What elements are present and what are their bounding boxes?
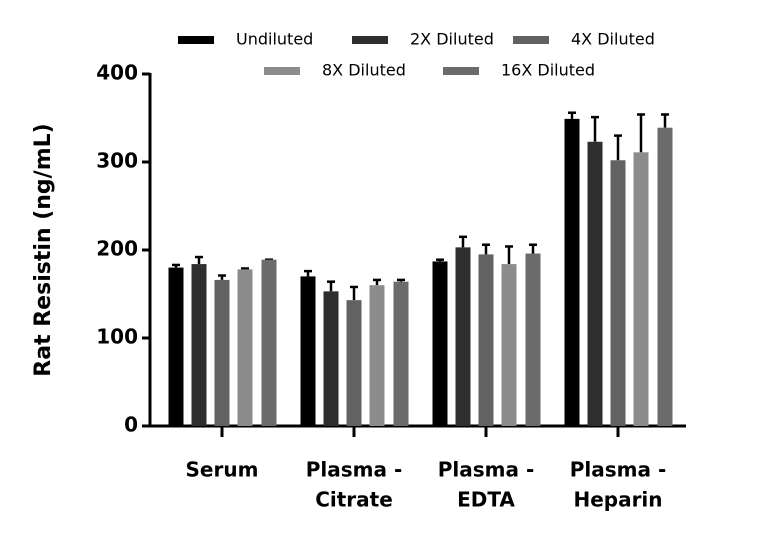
bar	[432, 261, 448, 426]
legend-swatch	[264, 67, 300, 75]
legend-swatch	[443, 67, 479, 75]
y-tick-label: 0	[124, 413, 138, 437]
bar	[633, 152, 649, 426]
y-tick-label: 400	[96, 61, 138, 85]
bar	[393, 281, 409, 426]
legend-label: 2X Diluted	[410, 30, 494, 49]
x-tick-label: Citrate	[315, 488, 393, 512]
y-tick-label: 100	[96, 325, 138, 349]
bar	[237, 269, 253, 426]
x-tick-label: Heparin	[573, 488, 662, 512]
legend-label: 8X Diluted	[322, 61, 406, 80]
bar	[501, 264, 517, 426]
legend-swatch	[513, 36, 549, 44]
x-tick-label: Plasma -	[306, 458, 403, 482]
x-tick-label: Plasma -	[438, 458, 535, 482]
bar	[564, 118, 580, 426]
bar	[323, 291, 339, 426]
legend-swatch	[178, 36, 214, 44]
bar	[478, 254, 494, 426]
x-tick-label: Serum	[186, 458, 259, 482]
bar	[610, 160, 626, 427]
y-tick-label: 200	[96, 237, 138, 261]
bar	[261, 259, 277, 426]
x-tick-label: Plasma -	[570, 458, 667, 482]
bar	[525, 253, 541, 426]
bar	[191, 264, 207, 426]
bar	[214, 279, 230, 426]
legend-label: 16X Diluted	[501, 61, 595, 80]
x-tick-label: EDTA	[457, 488, 515, 512]
legend-swatch	[352, 36, 388, 44]
y-tick-label: 300	[96, 149, 138, 173]
y-axis-title: Rat Resistin (ng/mL)	[31, 123, 56, 376]
bar	[300, 276, 316, 426]
bar	[369, 285, 385, 426]
legend-label: Undiluted	[236, 30, 313, 49]
bar	[657, 127, 673, 427]
bar	[587, 141, 603, 426]
legend-label: 4X Diluted	[571, 30, 655, 49]
bar	[346, 300, 362, 426]
bar	[455, 247, 471, 426]
bar	[168, 267, 184, 426]
